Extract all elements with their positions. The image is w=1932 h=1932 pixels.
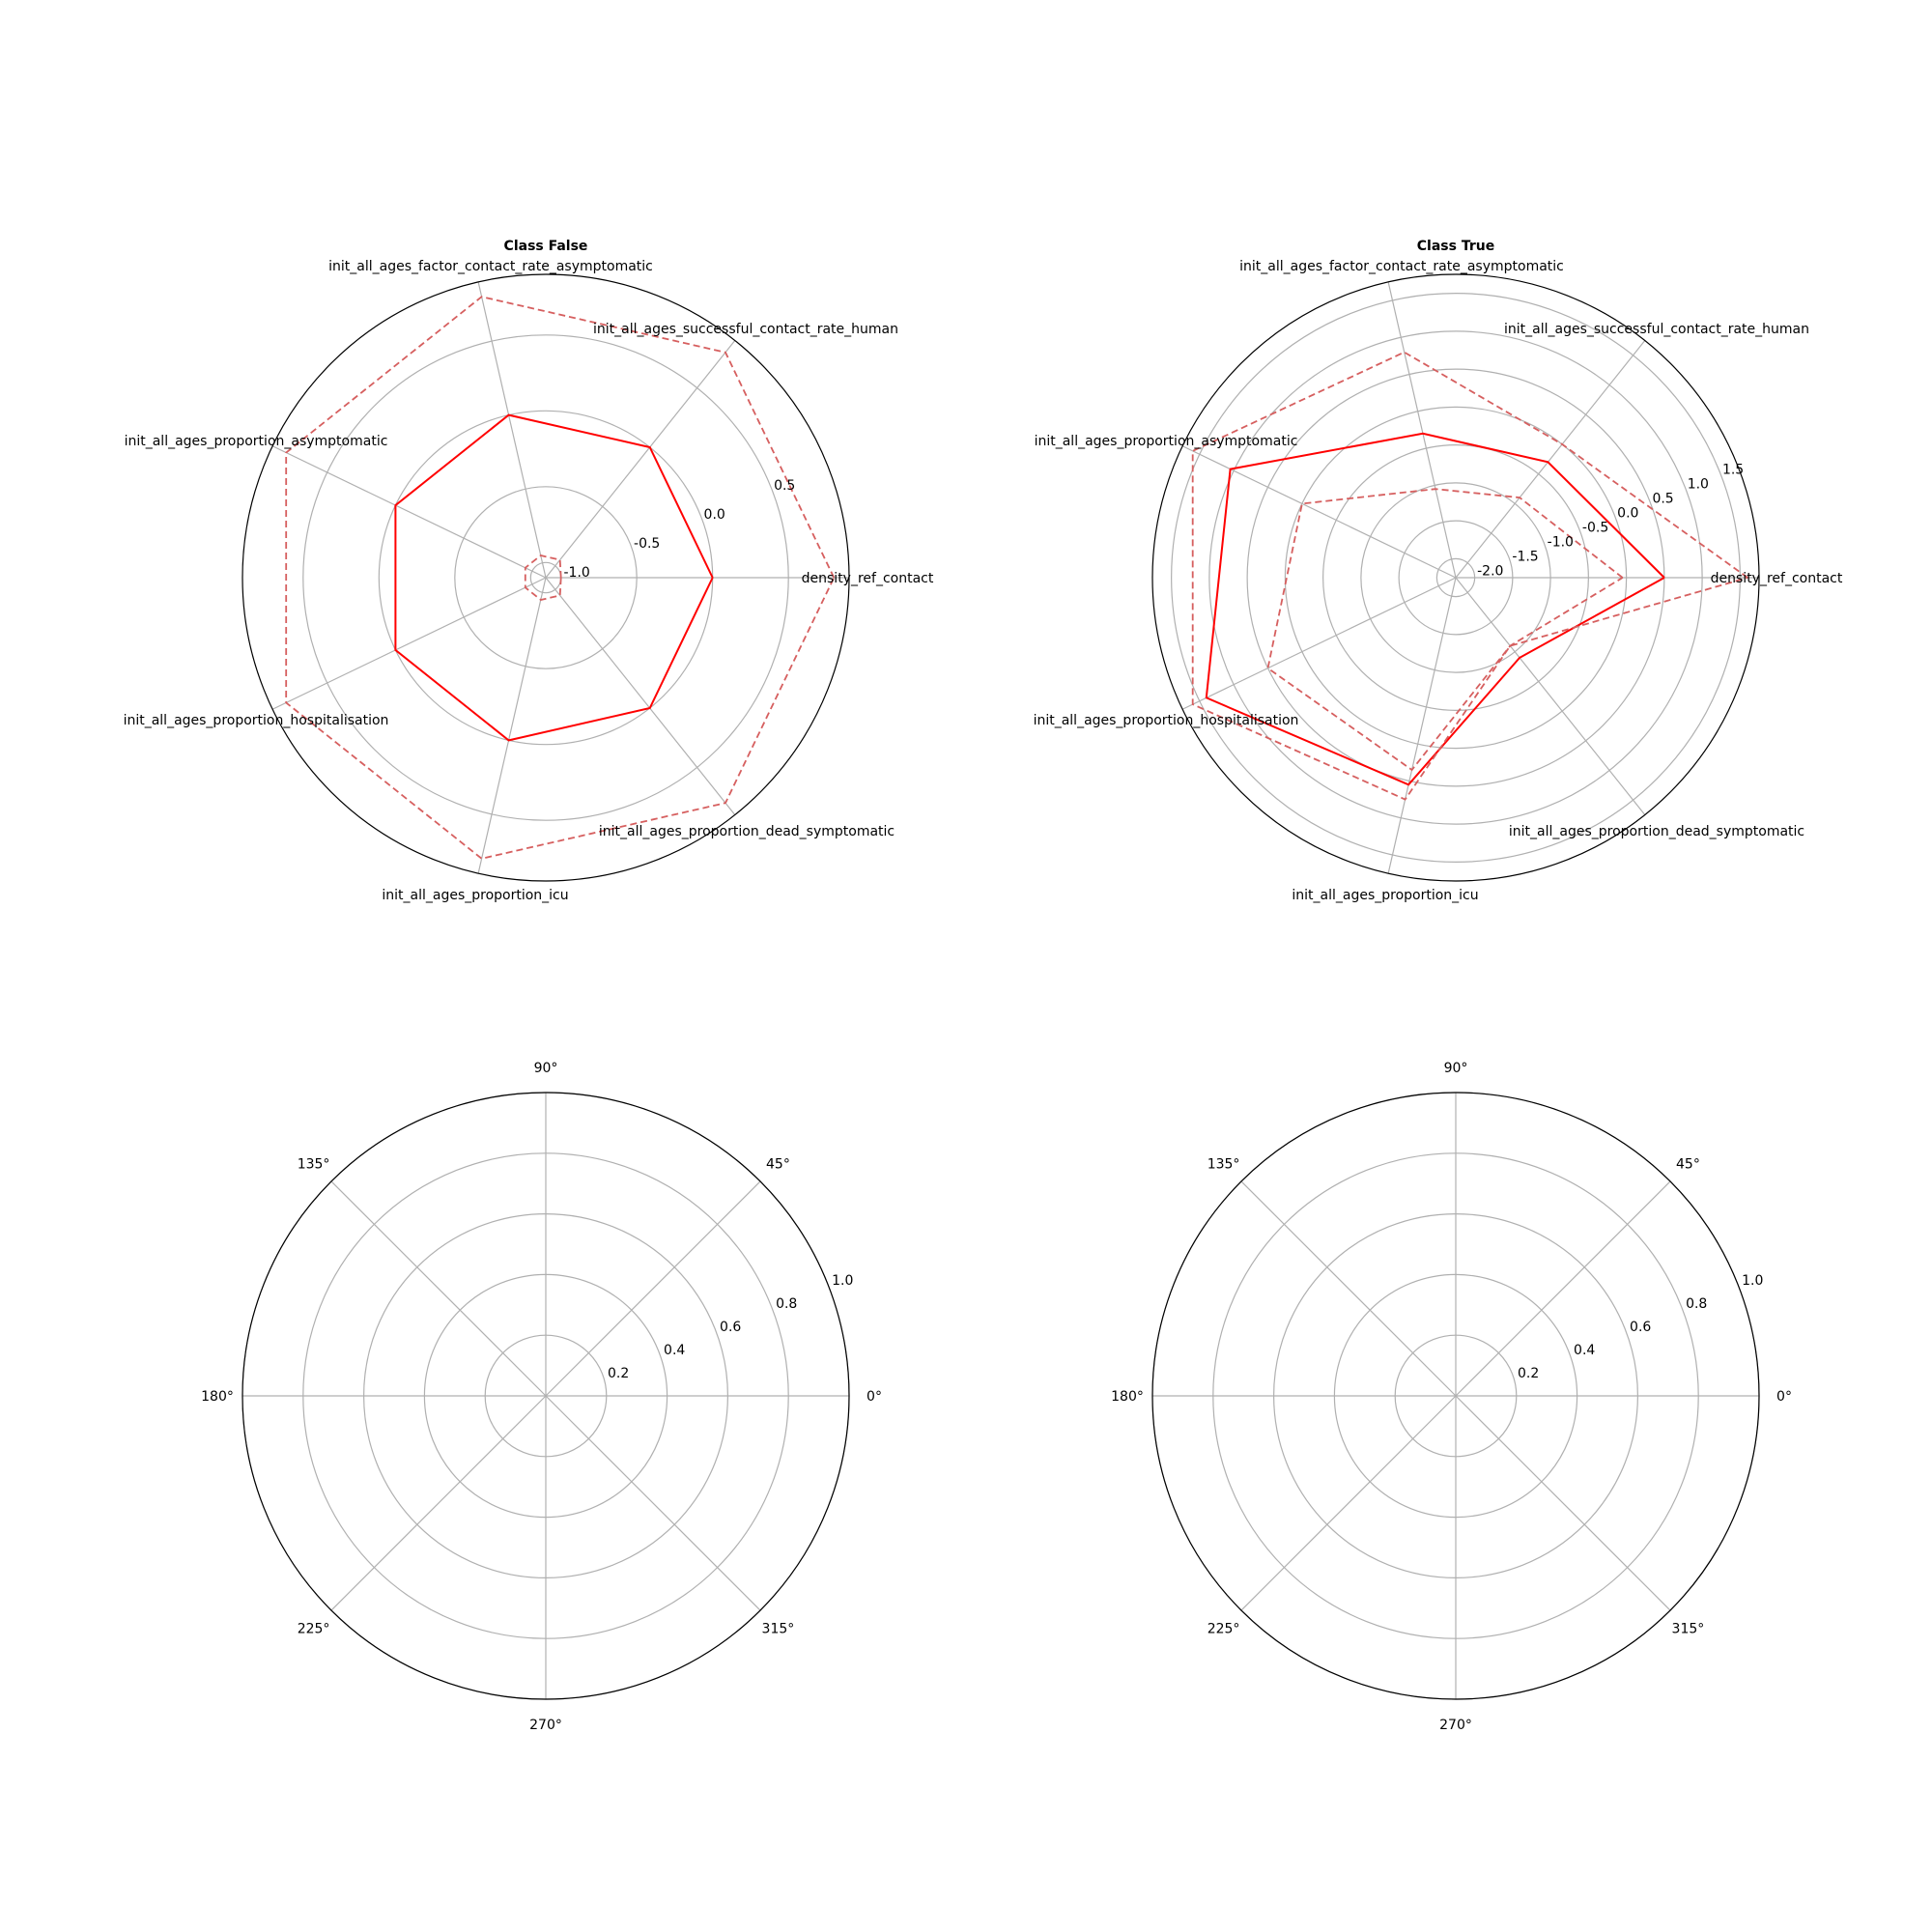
r-tick-label: -1.0 (1548, 534, 1574, 550)
category-label: init_all_ages_successful_contact_rate_hu… (1504, 322, 1809, 337)
r-tick-label: 1.0 (832, 1273, 853, 1289)
spoke-line (1455, 1395, 1671, 1611)
angle-label: 180° (201, 1389, 234, 1405)
r-tick-label: 0.2 (1518, 1366, 1539, 1381)
r-tick-label: 0.8 (1686, 1296, 1707, 1312)
r-tick-label: 0.5 (1652, 491, 1673, 506)
category-label: init_all_ages_proportion_hospitalisation (1034, 713, 1299, 728)
subplot-2: -2.0 -1.5 -1.0 -0.5 0.0 0.5 1.0 1.5 density_ref_… (1034, 239, 1843, 903)
category-label: init_all_ages_successful_contact_rate_hu… (593, 322, 898, 337)
spoke-line (477, 577, 547, 874)
polar-frame (242, 273, 850, 882)
category-label: init_all_ages_proportion_asymptomatic (1035, 434, 1298, 449)
series-line-3 (1266, 488, 1624, 772)
r-tick-label: 0.6 (720, 1320, 741, 1335)
r-tick-label: 0.6 (1630, 1320, 1651, 1335)
polar-frame (1151, 273, 1760, 882)
category-label: init_all_ages_proportion_hospitalisation (124, 713, 389, 728)
chart-title: Class False (504, 239, 588, 254)
r-tick-label: 0.4 (664, 1343, 685, 1358)
angle-label: 315° (1672, 1621, 1705, 1636)
category-label: init_all_ages_proportion_icu (382, 888, 568, 903)
category-label: init_all_ages_factor_contact_rate_asympt… (328, 259, 653, 274)
r-tick-label: 1.5 (1722, 462, 1744, 477)
r-tick-label: 1.0 (1742, 1273, 1763, 1289)
spoke-line (477, 281, 547, 579)
spoke-line (271, 445, 547, 579)
angle-label: 0° (1776, 1389, 1792, 1405)
r-tick-label: -1.0 (564, 565, 590, 581)
category-label: init_all_ages_proportion_dead_symptomati… (1509, 824, 1804, 839)
category-label: init_all_ages_proportion_dead_symptomati… (599, 824, 895, 839)
polar-frame (242, 1092, 850, 1700)
spoke-line (545, 577, 736, 815)
category-label: density_ref_contact (802, 571, 934, 586)
series-line-2 (1191, 351, 1748, 801)
angle-label: 180° (1111, 1389, 1144, 1405)
category-label: density_ref_contact (1711, 571, 1843, 586)
series-line-3 (524, 554, 562, 601)
spoke-line (1387, 577, 1457, 874)
subplot-1: -1.0 -0.5 0.0 0.5 density_ref_contact init_al… (124, 239, 934, 903)
r-tick-label: 0.0 (704, 507, 725, 523)
spoke-line (1181, 445, 1457, 579)
category-label: init_all_ages_proportion_icu (1292, 888, 1478, 903)
angle-label: 90° (534, 1061, 558, 1076)
spoke-line (1455, 340, 1646, 579)
angle-label: 0° (867, 1389, 882, 1405)
angle-label: 45° (1676, 1157, 1700, 1173)
r-tick-label: 0.4 (1574, 1343, 1595, 1358)
r-tick-label: -0.5 (1582, 520, 1608, 535)
series-line-1 (1205, 432, 1665, 786)
r-tick-label: 0.8 (776, 1296, 797, 1312)
spoke-line (545, 1180, 761, 1397)
spoke-line (330, 1180, 547, 1397)
spoke-line (545, 340, 736, 579)
r-tick-label: 0.2 (608, 1366, 629, 1381)
angle-label: 270° (529, 1718, 562, 1733)
r-tick-label: 0.0 (1617, 505, 1638, 521)
r-tick-label: -1.5 (1512, 549, 1538, 564)
angle-label: 90° (1444, 1061, 1468, 1076)
spoke-line (1455, 1180, 1671, 1397)
category-label: init_all_ages_factor_contact_rate_asympt… (1239, 259, 1564, 274)
spoke-line (1387, 281, 1457, 579)
spoke-line (271, 577, 547, 710)
spoke-line (1455, 577, 1646, 815)
spoke-line (1240, 1395, 1457, 1611)
angle-label: 135° (1208, 1157, 1240, 1173)
spoke-line (1240, 1180, 1457, 1397)
subplot-3: 0.2 0.4 0.6 0.8 1.0 0° 45° 90° 135° 180° 225° 270° 3… (201, 1061, 882, 1733)
category-label: init_all_ages_proportion_asymptomatic (125, 434, 388, 449)
angle-label: 45° (766, 1157, 790, 1173)
angle-label: 225° (298, 1621, 330, 1636)
subplot-4: 0.2 0.4 0.6 0.8 1.0 0° 45° 90° 135° 180° 225° 270° 3… (1111, 1061, 1792, 1733)
angle-label: 135° (298, 1157, 330, 1173)
series-line-2 (285, 296, 836, 860)
r-tick-label: -0.5 (634, 536, 660, 552)
polar-frame (1151, 1092, 1760, 1700)
spoke-line (1181, 577, 1457, 710)
spoke-line (330, 1395, 547, 1611)
spoke-line (545, 1395, 761, 1611)
chart-title: Class True (1417, 239, 1494, 254)
r-tick-label: -2.0 (1477, 563, 1503, 579)
series-line-1 (394, 413, 714, 742)
angle-label: 270° (1439, 1718, 1472, 1733)
r-tick-label: 0.5 (774, 478, 795, 494)
r-tick-label: 1.0 (1688, 476, 1709, 492)
angle-label: 315° (762, 1621, 795, 1636)
angle-label: 225° (1208, 1621, 1240, 1636)
